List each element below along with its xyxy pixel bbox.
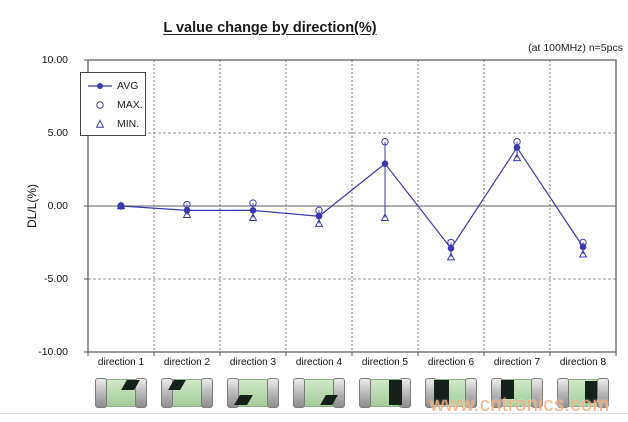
chip-terminal-right bbox=[201, 378, 213, 408]
avg-marker bbox=[183, 207, 191, 214]
x-axis-label: direction 1 bbox=[97, 357, 145, 368]
avg-marker bbox=[315, 212, 323, 220]
chip-terminal-right bbox=[531, 378, 543, 408]
avg-marker bbox=[513, 144, 521, 151]
legend-label: MIN. bbox=[117, 117, 140, 130]
chip-terminal-left bbox=[293, 378, 305, 408]
chip-terminal-left bbox=[95, 378, 107, 408]
x-axis-label: direction 7 bbox=[493, 357, 541, 368]
min-marker bbox=[380, 213, 390, 221]
y-tick-label: 5.00 bbox=[47, 127, 68, 139]
y-tick-label: 0.00 bbox=[47, 200, 68, 212]
x-axis-label: direction 5 bbox=[361, 357, 409, 368]
bottom-divider bbox=[0, 413, 628, 414]
min-marker bbox=[446, 252, 456, 261]
x-axis-label: direction 6 bbox=[427, 357, 475, 368]
chip-terminal-right bbox=[267, 378, 279, 408]
x-axis-label: direction 4 bbox=[295, 357, 343, 368]
open-triangle-icon bbox=[95, 118, 105, 128]
chip-image-direction-8 bbox=[557, 378, 609, 408]
chip-terminal-right bbox=[135, 378, 147, 408]
legend-label: AVG bbox=[117, 79, 139, 92]
avg-marker bbox=[447, 245, 455, 252]
chip-terminal-right bbox=[597, 378, 609, 408]
chart-annotation: (at 100MHz) n=5pcs bbox=[528, 42, 623, 54]
chip-terminal-left bbox=[557, 378, 569, 408]
legend-label: MAX. bbox=[117, 98, 143, 111]
chip-terminal-right bbox=[465, 378, 477, 408]
chart-title: L value change by direction(%) bbox=[163, 20, 377, 36]
x-axis-label: direction 2 bbox=[163, 357, 211, 368]
chip-direction-mark bbox=[434, 380, 449, 405]
chip-direction-mark bbox=[389, 380, 402, 405]
avg-marker bbox=[117, 202, 125, 210]
max-marker bbox=[249, 199, 257, 207]
avg-line bbox=[120, 146, 584, 250]
chip-image-direction-1 bbox=[95, 378, 147, 408]
chip-image-direction-7 bbox=[491, 378, 543, 408]
legend-entry: MAX. bbox=[87, 95, 145, 114]
min-marker bbox=[182, 210, 192, 219]
chip-image-direction-6 bbox=[425, 378, 477, 408]
chip-image-direction-2 bbox=[161, 378, 213, 408]
chip-image-direction-5 bbox=[359, 378, 411, 408]
open-circle-icon bbox=[96, 100, 104, 109]
min-marker bbox=[512, 153, 522, 162]
chip-image-direction-3 bbox=[227, 378, 279, 408]
chip-direction-mark bbox=[501, 380, 514, 399]
max-marker bbox=[381, 138, 389, 146]
chip-image-direction-4 bbox=[293, 378, 345, 408]
y-tick-label: -5.00 bbox=[44, 273, 68, 285]
chip-direction-mark bbox=[585, 381, 597, 403]
y-tick-label: 10.00 bbox=[41, 54, 68, 66]
x-axis-label: direction 8 bbox=[559, 357, 607, 368]
chart-legend: AVG MAX. MIN. bbox=[80, 72, 146, 136]
chip-terminal-right bbox=[333, 378, 345, 408]
avg-marker bbox=[579, 243, 587, 251]
min-marker bbox=[248, 213, 258, 221]
y-tick-label: -10.00 bbox=[38, 346, 68, 358]
legend-entry: AVG bbox=[87, 76, 145, 95]
watermark-text: www.cntronics.com bbox=[430, 394, 610, 416]
min-marker bbox=[578, 249, 588, 258]
chip-terminal-left bbox=[359, 378, 371, 408]
min-marker bbox=[314, 218, 324, 227]
avg-marker bbox=[249, 207, 257, 214]
plot-border bbox=[87, 59, 617, 353]
legend-entry: MIN. bbox=[87, 114, 145, 133]
x-axis-label: direction 3 bbox=[229, 357, 277, 368]
avg-marker bbox=[381, 160, 389, 167]
filled-circle-icon bbox=[88, 82, 112, 89]
